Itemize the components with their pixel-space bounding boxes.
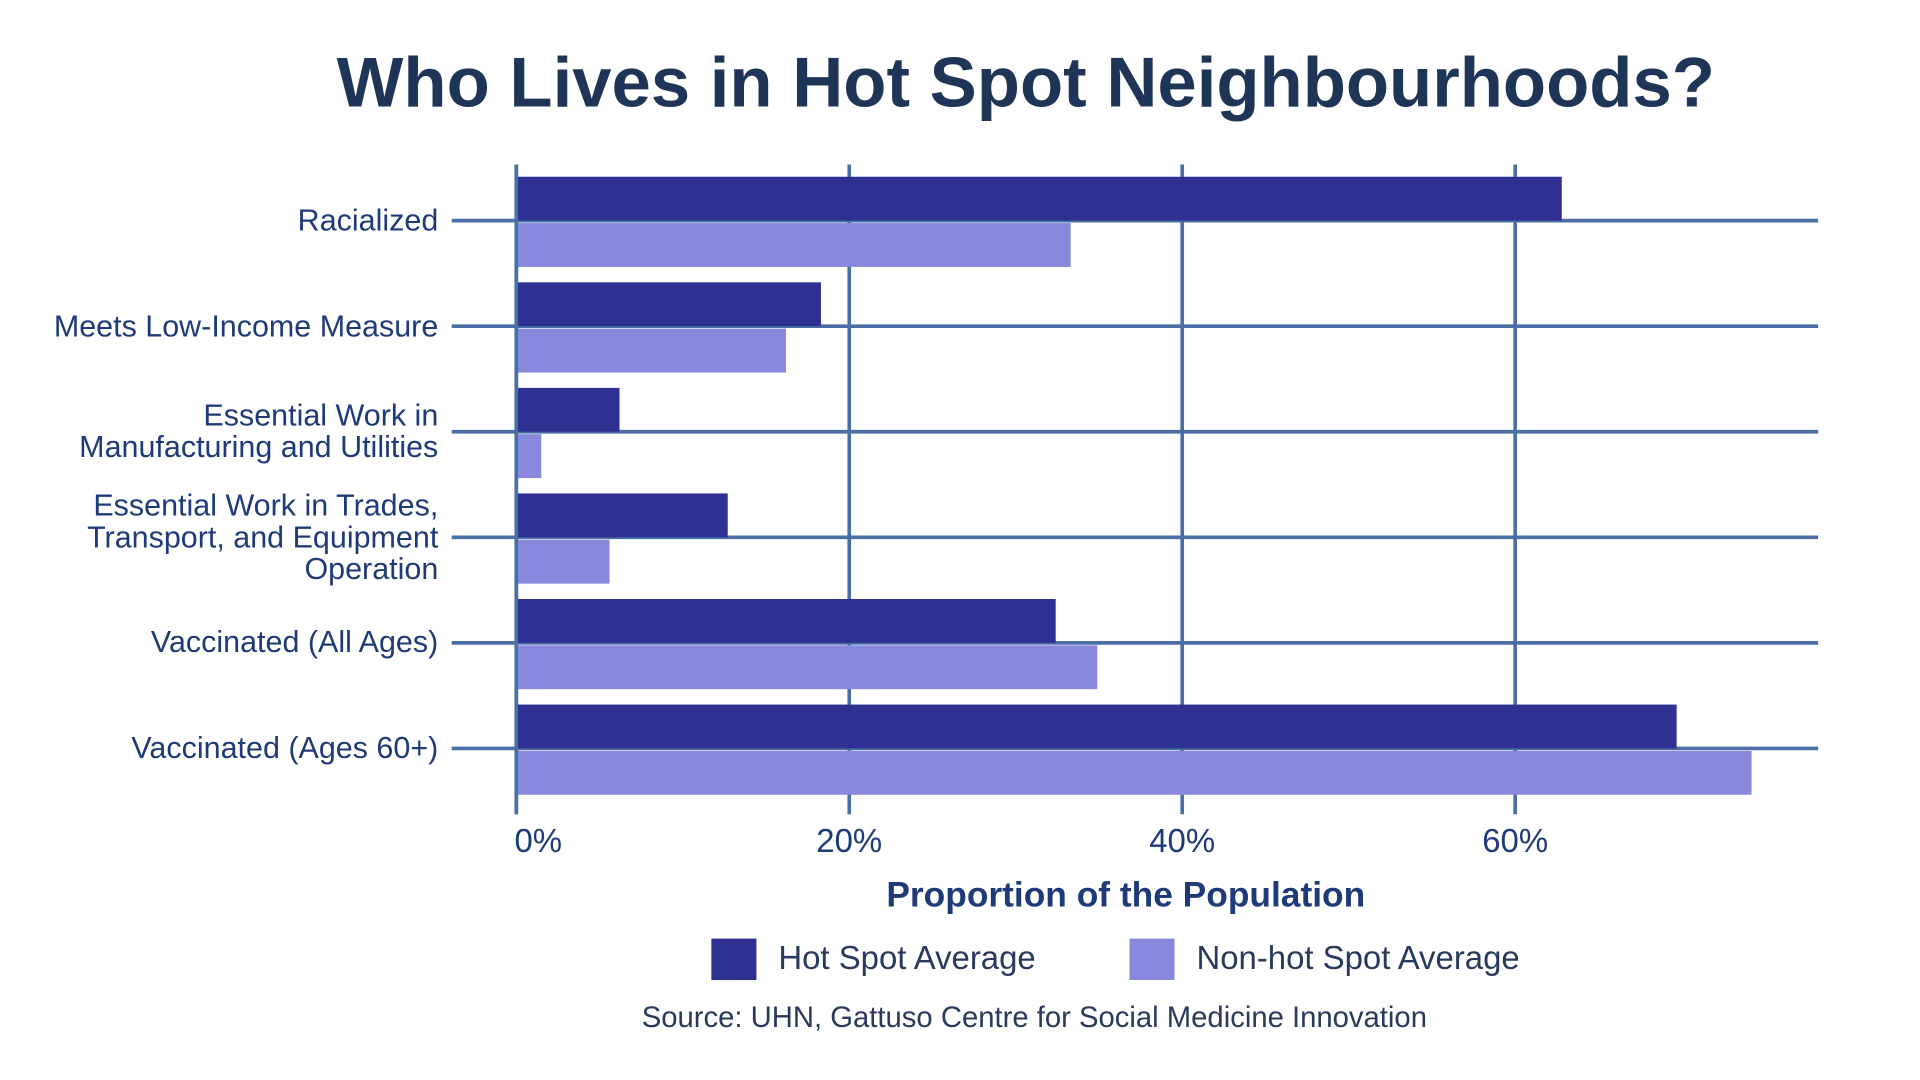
bar bbox=[516, 493, 728, 538]
x-tick-label: 40% bbox=[1149, 822, 1215, 859]
category-label-box: Essential Work in Manufacturing and Util… bbox=[79, 398, 439, 465]
category-label-box: Vaccinated (All Ages) bbox=[150, 625, 439, 660]
bar bbox=[516, 434, 542, 479]
category-label-box: Meets Low-Income Measure bbox=[53, 309, 439, 344]
bars bbox=[516, 176, 1752, 795]
legend-label: Non-hot Spot Average bbox=[1196, 939, 1519, 976]
x-tick-label: 20% bbox=[816, 822, 882, 859]
bar bbox=[516, 539, 610, 584]
legend-swatch bbox=[1129, 938, 1175, 981]
bar bbox=[516, 387, 620, 432]
source-note: Source: UHN, Gattuso Centre for Social M… bbox=[642, 1002, 1427, 1034]
y-tick-label: Meets Low-Income Measure bbox=[53, 309, 439, 344]
bar bbox=[516, 598, 1056, 643]
category-label-box: Essential Work in Trades, Transport, and… bbox=[87, 488, 439, 587]
bar bbox=[516, 176, 1562, 221]
category-label-box: Vaccinated (Ages 60+) bbox=[131, 731, 439, 766]
category-label-box: Racialized bbox=[297, 203, 439, 238]
bar bbox=[516, 328, 786, 373]
x-tick-label: 0% bbox=[514, 822, 562, 859]
legend-swatch bbox=[711, 938, 757, 981]
bar bbox=[516, 282, 821, 327]
y-tick-label: Essential Work in Trades, Transport, and… bbox=[87, 488, 439, 587]
legend-label: Hot Spot Average bbox=[778, 939, 1035, 976]
bar bbox=[516, 645, 1098, 690]
x-tick-label: 60% bbox=[1482, 822, 1548, 859]
bar bbox=[516, 704, 1677, 749]
y-tick-label: Vaccinated (All Ages) bbox=[150, 625, 439, 660]
chart-title: Who Lives in Hot Spot Neighbourhoods? bbox=[337, 42, 1715, 121]
x-axis-title: Proportion of the Population bbox=[886, 875, 1365, 914]
bar bbox=[516, 750, 1752, 795]
bar bbox=[516, 223, 1071, 267]
y-tick-label: Essential Work in Manufacturing and Util… bbox=[79, 398, 439, 465]
y-tick-label: Racialized bbox=[297, 203, 439, 238]
y-tick-label: Vaccinated (Ages 60+) bbox=[131, 731, 439, 766]
